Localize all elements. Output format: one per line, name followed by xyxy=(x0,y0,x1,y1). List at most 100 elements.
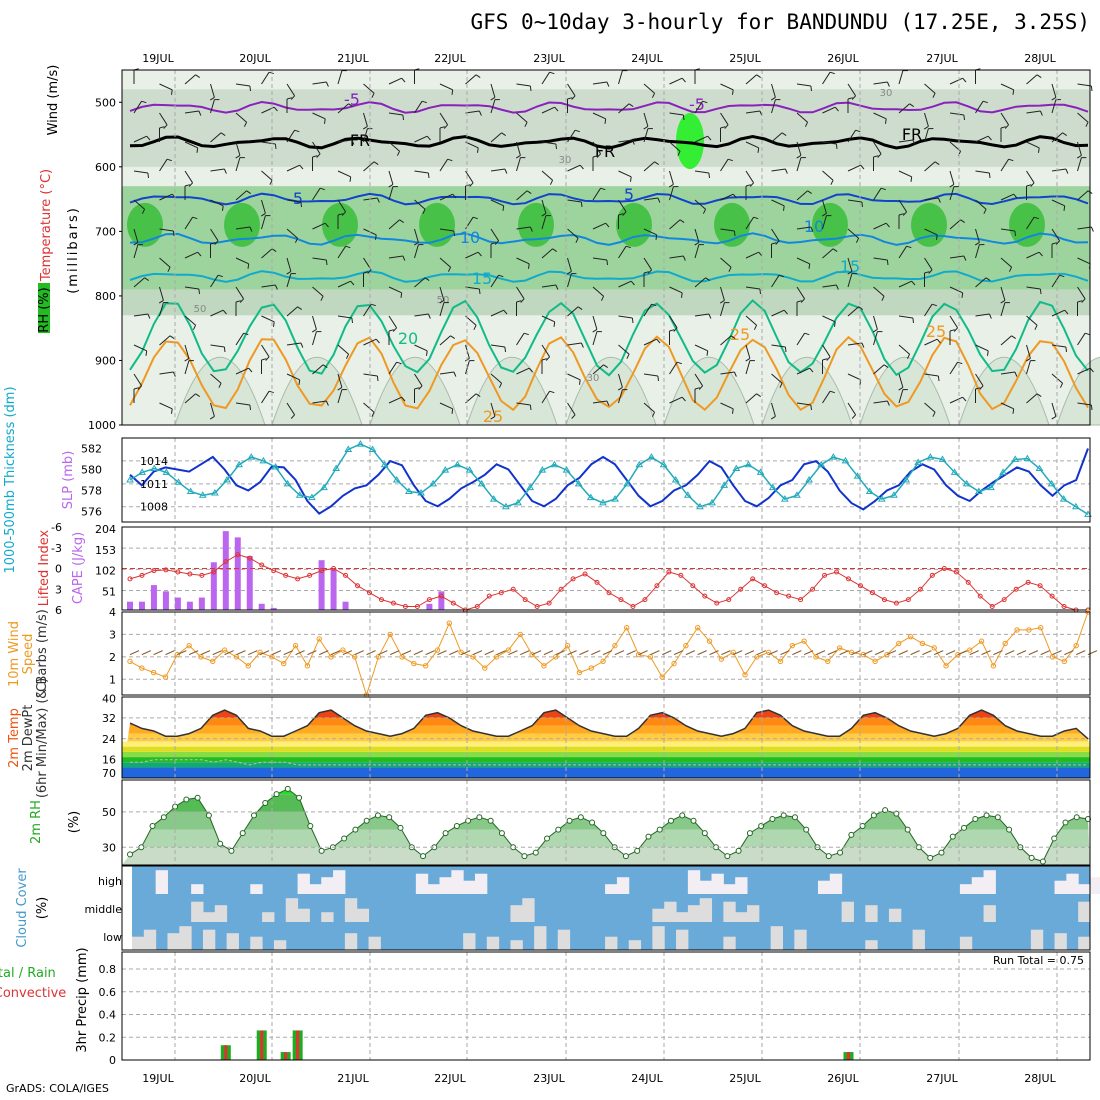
wind-speed-marker xyxy=(967,647,973,653)
li-marker xyxy=(654,583,660,589)
wind-speed-marker xyxy=(411,660,417,667)
slp-marker xyxy=(902,476,910,483)
slp-marker xyxy=(586,493,595,501)
li-marker xyxy=(235,552,241,558)
slp-marker xyxy=(962,479,971,487)
cape-bar xyxy=(186,601,193,610)
temp-fill-band xyxy=(122,733,1090,742)
slp-marker xyxy=(392,476,401,483)
cloud-frame xyxy=(121,865,1091,951)
wind-speed-marker xyxy=(221,647,228,653)
wind-speed-marker xyxy=(789,642,796,649)
y-tick-label: 30 xyxy=(102,841,116,854)
x-tick-label-top: 22JUL xyxy=(434,52,466,65)
li-marker xyxy=(139,572,145,578)
y-tick-label-left: 6 xyxy=(55,604,62,617)
cape-bar xyxy=(270,607,277,610)
slp-marker xyxy=(720,481,729,488)
y-tick-label-left: 0 xyxy=(55,563,62,576)
li-marker xyxy=(726,597,732,603)
axis-label: Speed xyxy=(21,634,36,675)
rh-marker xyxy=(961,824,968,831)
rh-marker xyxy=(453,823,460,830)
wind-speed-marker xyxy=(174,651,181,658)
wind-barb xyxy=(744,650,755,656)
li-marker xyxy=(211,569,217,575)
wind-speed-marker xyxy=(553,654,559,660)
wind-barb xyxy=(780,650,790,656)
wind-barb xyxy=(1052,650,1062,656)
x-tick-label-bottom: 19JUL xyxy=(142,1072,174,1085)
slp-marker xyxy=(247,453,256,460)
li-marker xyxy=(175,569,181,575)
y-tick-label: 0 xyxy=(109,1054,116,1067)
slp-marker xyxy=(805,476,813,483)
rh-marker xyxy=(262,800,269,807)
li-marker xyxy=(223,559,229,565)
wind-barb xyxy=(484,650,495,656)
slp-marker xyxy=(259,456,268,464)
wind-speed-marker xyxy=(434,647,441,653)
x-tick-label-bottom: 26JUL xyxy=(827,1072,859,1085)
cape-frame xyxy=(121,526,1091,611)
li-marker xyxy=(355,583,361,589)
li-marker xyxy=(307,572,313,578)
y-tick-label-left: -6 xyxy=(51,521,62,534)
rh-marker xyxy=(487,817,494,824)
slp-marker xyxy=(974,487,983,494)
cloud-block xyxy=(723,884,736,894)
slp-marker xyxy=(514,498,522,506)
slp-marker xyxy=(489,495,498,502)
y-tick-label: 32 xyxy=(102,712,116,725)
slp-marker xyxy=(295,491,304,498)
li-marker xyxy=(702,593,708,599)
li-marker xyxy=(989,604,995,610)
rh-marker xyxy=(1039,858,1046,865)
x-tick-label-top: 21JUL xyxy=(337,52,369,65)
cloud-block xyxy=(143,929,157,950)
wind-barb xyxy=(815,650,826,656)
rh-marker xyxy=(566,817,573,824)
li-marker xyxy=(474,604,480,610)
y-tick-label: 50 xyxy=(102,806,116,819)
y-tick-label-right: 4 xyxy=(109,606,116,619)
slp-marker xyxy=(756,468,765,475)
contour-label: 30 xyxy=(880,88,893,99)
contour-label: 10 xyxy=(804,217,824,236)
cloud-block xyxy=(1054,880,1067,894)
li-marker xyxy=(594,579,600,585)
wind-speed-marker xyxy=(706,638,713,644)
wind-barb xyxy=(437,650,447,656)
boundary-layer-dome xyxy=(761,357,853,426)
contour-label: 20 xyxy=(398,329,418,348)
cloud-block xyxy=(817,880,831,894)
contour-label: 25 xyxy=(926,322,946,341)
precip-ylabel: 3hr Precip (mm) xyxy=(75,947,90,1052)
wind-speed-marker xyxy=(990,663,997,669)
wind-barb xyxy=(721,650,731,656)
contour-label: FR xyxy=(350,131,370,150)
legend-convective: Convective xyxy=(0,986,66,1001)
cape-bar xyxy=(162,591,169,610)
rh2m-ylabel-name: 2m RH xyxy=(29,800,44,844)
wind-barb xyxy=(129,650,140,656)
cloud-block xyxy=(971,877,985,894)
li-marker xyxy=(929,572,935,578)
rh-marker xyxy=(701,830,708,837)
cloud-block xyxy=(747,905,760,922)
temp-color-band xyxy=(122,751,1090,758)
y-tick-label: 16 xyxy=(102,754,116,767)
li-marker xyxy=(642,597,648,603)
y-tick-label-left: 3 xyxy=(55,583,62,596)
slp-marker xyxy=(683,491,692,498)
wind-barb xyxy=(224,650,234,656)
slp-marker xyxy=(623,479,632,487)
wind-speed-marker xyxy=(292,642,299,649)
wind-speed-marker xyxy=(801,638,807,644)
rh-marker xyxy=(217,840,224,847)
rh-marker xyxy=(250,812,257,819)
li-marker xyxy=(486,593,492,599)
cape-bar xyxy=(342,601,349,610)
cloud-block xyxy=(959,884,973,894)
